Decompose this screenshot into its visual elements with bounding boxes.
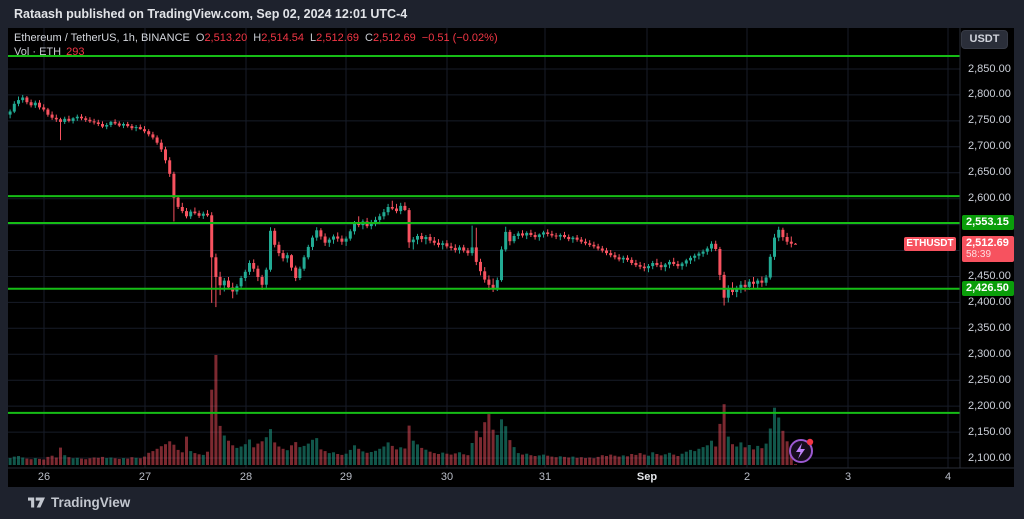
price-tick-label: 2,450.00 [968, 269, 1011, 282]
time-tick-label: 3 [844, 471, 852, 483]
volume-row: Vol · ETH 293 [14, 45, 498, 59]
symbol-title[interactable]: Ethereum / TetherUS, 1h, BINANCE [14, 32, 190, 44]
time-tick-label: Sep [636, 471, 658, 483]
time-tick-label: 2 [743, 471, 751, 483]
high-letter: H [253, 32, 262, 44]
price-tick-label: 2,700.00 [968, 140, 1011, 153]
time-tick-label: 31 [538, 471, 552, 483]
price-tick-label: 2,200.00 [968, 399, 1011, 412]
close-letter: C [365, 32, 373, 44]
price-tick-label: 2,650.00 [968, 166, 1011, 179]
price-tick-label: 2,750.00 [968, 114, 1011, 127]
reactions-lightning-icon[interactable] [789, 438, 814, 463]
low-letter: L [310, 32, 317, 44]
volume-value: 293 [66, 46, 85, 58]
price-tick-label: 2,250.00 [968, 373, 1011, 386]
publish-banner: Rataash published on TradingView.com, Se… [0, 0, 1024, 28]
change-value: −0.51 (−0.02%) [421, 32, 498, 44]
time-tick-label: 4 [944, 471, 952, 483]
last-price-badge: 2,512.69 58:39 [962, 235, 1014, 262]
price-tick-label: 2,100.00 [968, 451, 1011, 464]
publish-banner-text: Rataash published on TradingView.com, Se… [14, 7, 408, 21]
candlestick-chart[interactable] [8, 28, 1014, 487]
time-tick-label: 28 [239, 471, 253, 483]
time-axis[interactable]: 26 27 28 29 30 31 Sep 2 3 4 [8, 468, 1014, 487]
tradingview-logo-text: TradingView [51, 495, 131, 510]
close-value: 2,512.69 [372, 32, 416, 44]
candle-countdown: 58:39 [966, 248, 992, 260]
price-tick-label: 2,350.00 [968, 321, 1011, 334]
last-price-value: 2,512.69 [966, 236, 1009, 249]
symbol-ohlc-row: Ethereum / TetherUS, 1h, BINANCE O2,513.2… [14, 31, 498, 45]
tradingview-logo[interactable]: TradingView [28, 495, 130, 510]
tradingview-logo-icon [28, 497, 45, 508]
low-value: 2,512.69 [316, 32, 359, 44]
time-tick-label: 29 [339, 471, 353, 483]
price-axis[interactable]: 2,850.00 2,800.00 2,750.00 2,700.00 2,650.00… [960, 28, 1014, 468]
currency-toggle-button[interactable]: USDT [961, 30, 1008, 49]
chart-region: Ethereum / TetherUS, 1h, BINANCE O2,513.2… [0, 28, 1024, 487]
chart-canvas[interactable]: Ethereum / TetherUS, 1h, BINANCE O2,513.2… [8, 28, 1014, 487]
time-tick-label: 27 [138, 471, 152, 483]
high-value: 2,514.54 [261, 32, 305, 44]
price-tick-label: 2,300.00 [968, 347, 1011, 360]
time-tick-label: 26 [37, 471, 51, 483]
chart-legend: Ethereum / TetherUS, 1h, BINANCE O2,513.2… [14, 31, 498, 59]
price-tick-label: 2,850.00 [968, 62, 1011, 75]
price-tick-label: 2,150.00 [968, 425, 1011, 438]
price-tick-label: 2,600.00 [968, 192, 1011, 205]
time-tick-label: 30 [440, 471, 454, 483]
price-tick-label: 2,800.00 [968, 88, 1011, 101]
volume-label[interactable]: Vol · ETH [14, 46, 62, 58]
open-value: 2,513.20 [204, 32, 248, 44]
symbol-price-tag: ETHUSDT [904, 236, 956, 251]
open-letter: O [195, 32, 205, 44]
resistance-price-badge: 2,553.15 [962, 215, 1014, 231]
support-price-badge: 2,426.50 [962, 281, 1014, 297]
price-tick-label: 2,400.00 [968, 295, 1011, 308]
footer-bar: TradingView [0, 487, 1024, 519]
